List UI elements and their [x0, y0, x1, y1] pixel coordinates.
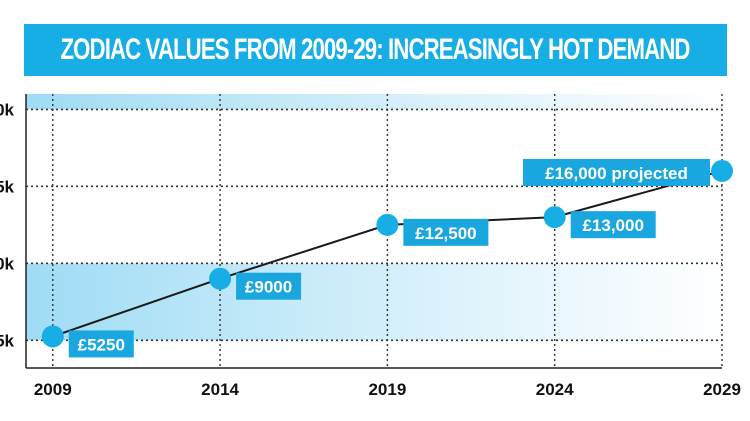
data-label-box [68, 330, 134, 358]
gridlines [26, 94, 723, 368]
x-tick-label: 2029 [703, 380, 741, 399]
chart-title-bar: ZODIAC VALUES FROM 2009-29: INCREASINGLY… [24, 24, 727, 76]
x-tick-label: 2024 [536, 380, 574, 399]
x-axis-ticks: 2009 2014 2019 2024 2029 [34, 380, 741, 399]
data-point [209, 267, 232, 290]
data-label: £9000 [245, 278, 292, 297]
x-tick-label: 2009 [34, 380, 72, 399]
chart-title: ZODIAC VALUES FROM 2009-29: INCREASINGLY… [60, 33, 691, 66]
y-axis-ticks: 5k 10k 15k 20k [0, 100, 15, 350]
x-tick-label: 2014 [201, 380, 239, 399]
data-series [41, 159, 733, 348]
y-tick-label: 5k [0, 331, 15, 350]
data-labels: £5250 £9000 £12,500 £13,000 £16,000 projecte… [68, 158, 710, 358]
data-label-box [570, 211, 656, 239]
x-tick-label: 2019 [368, 380, 406, 399]
data-point [376, 213, 399, 236]
band-1 [26, 263, 722, 341]
y-tick-label: 20k [0, 100, 15, 119]
data-label-box [236, 272, 302, 300]
y-tick-label: 15k [0, 177, 15, 196]
data-label: £16,000 projected [545, 164, 688, 183]
band-0 [26, 94, 722, 110]
data-point [41, 325, 64, 348]
data-label: £12,500 [415, 224, 476, 243]
background-bands [26, 94, 722, 341]
axes [25, 94, 722, 369]
data-label: £13,000 [582, 216, 643, 235]
data-label-box [523, 158, 710, 186]
data-label: £5250 [78, 335, 125, 354]
data-point [543, 206, 566, 229]
y-tick-label: 10k [0, 254, 15, 273]
data-label-box [403, 218, 489, 246]
data-point [711, 159, 733, 182]
